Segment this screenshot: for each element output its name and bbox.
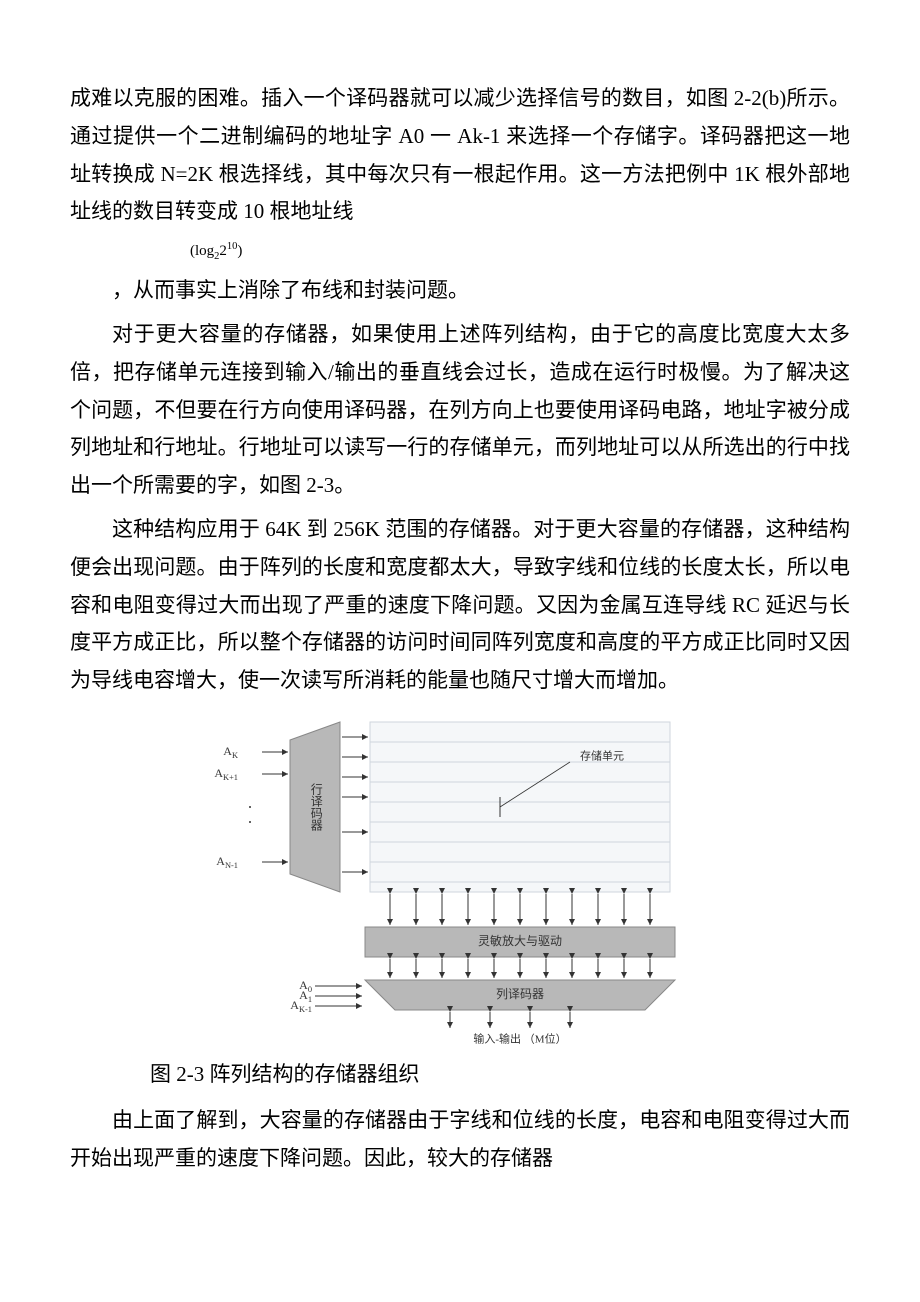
paragraph-3: 对于更大容量的存储器，如果使用上述阵列结构，由于它的高度比宽度大太多倍，把存储单… xyxy=(70,316,850,505)
svg-text:AK+1: AK+1 xyxy=(214,766,238,783)
paragraph-1: 成难以克服的困难。插入一个译码器就可以减少选择信号的数目，如图 2-2(b)所示… xyxy=(70,80,850,231)
paragraph-2: ，从而事实上消除了布线和封装问题。 xyxy=(70,272,850,310)
formula-log: (log2210) xyxy=(190,241,850,262)
svg-text:存储单元: 存储单元 xyxy=(580,748,624,762)
svg-text:输入-输出 （M位）: 输入-输出 （M位） xyxy=(473,1031,566,1045)
paragraph-4: 这种结构应用于 64K 到 256K 范围的存储器。对于更大容量的存储器，这种结… xyxy=(70,511,850,700)
figure-2-3-diagram: 行译码器AKAK+1AN-1存储单元灵敏放大与驱动列译码器A0A1AK-1输入-… xyxy=(70,712,850,1052)
svg-text:AK: AK xyxy=(223,744,238,761)
svg-text:行译码器: 行译码器 xyxy=(309,783,323,832)
svg-text:列译码器: 列译码器 xyxy=(496,987,544,1001)
figure-2-3-caption: 图 2-3 阵列结构的存储器组织 xyxy=(150,1056,850,1094)
svg-text:灵敏放大与驱动: 灵敏放大与驱动 xyxy=(478,933,562,948)
svg-text:AN-1: AN-1 xyxy=(216,854,238,871)
paragraph-5: 由上面了解到，大容量的存储器由于字线和位线的长度，电容和电阻变得过大而开始出现严… xyxy=(70,1102,850,1178)
